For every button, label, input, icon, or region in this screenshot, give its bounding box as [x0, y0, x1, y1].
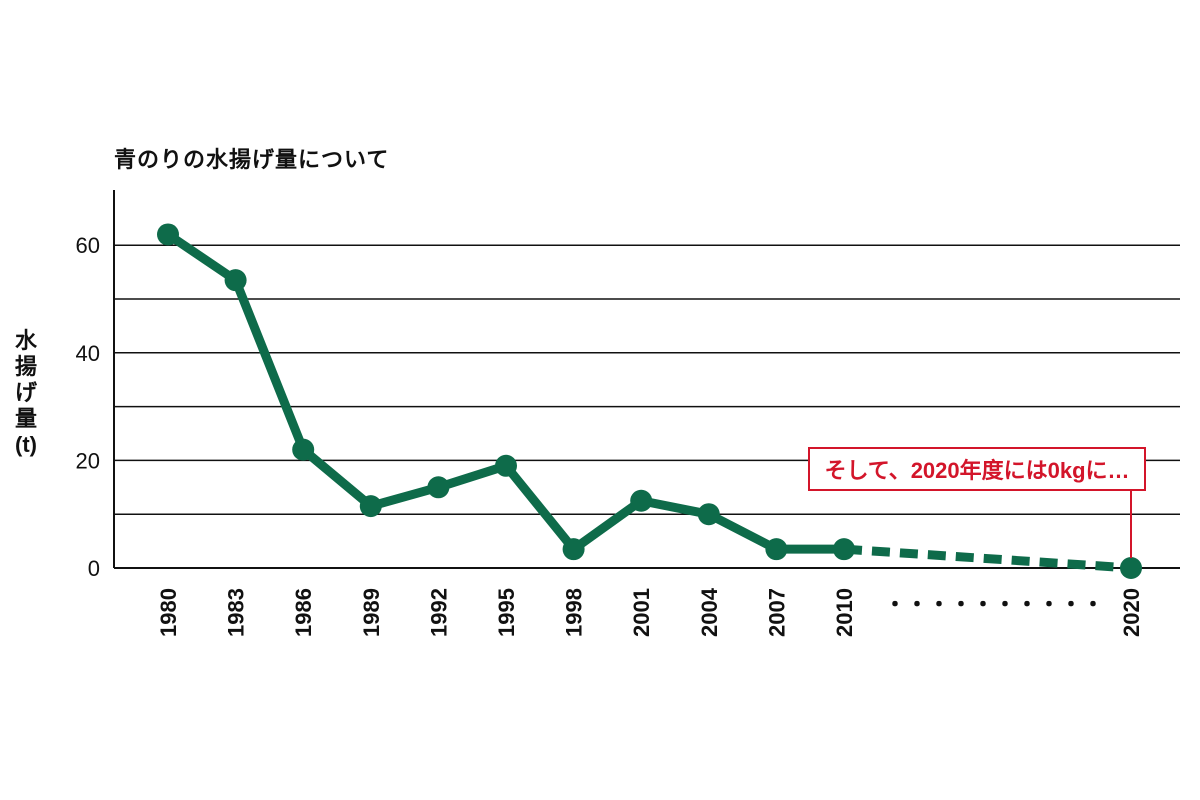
y-tick-label: 60: [76, 233, 100, 258]
x-tick-label: 2007: [764, 588, 789, 637]
x-tick-label: 2010: [832, 588, 857, 637]
series-line: [163, 229, 1132, 573]
data-point: [427, 476, 450, 499]
data-point: [562, 538, 585, 561]
y-tick-label: 20: [76, 448, 100, 473]
y-tick-labels: 0 20 40 60: [76, 233, 100, 581]
data-point: [1120, 557, 1142, 579]
data-point: [833, 538, 855, 561]
x-tick-label: 1980: [156, 588, 181, 637]
data-point: [697, 503, 720, 526]
x-tick-label: 1995: [494, 588, 519, 637]
x-tick-label: 1992: [426, 588, 451, 637]
x-tick-label: 2004: [697, 587, 722, 637]
y-axis-label: 水揚げ量(t): [14, 328, 37, 457]
x-tick-label: 2001: [629, 588, 654, 637]
x-tick-label: 2020: [1119, 588, 1144, 637]
y-tick-label: 0: [88, 556, 100, 581]
series-line-solid: [163, 229, 849, 554]
x-tick-label: 1989: [359, 588, 384, 637]
chart-title: 青のりの水揚げ量について: [114, 147, 390, 172]
data-point: [630, 489, 653, 512]
x-tick-label: 1986: [291, 588, 316, 637]
y-tick-label: 40: [76, 341, 100, 366]
data-point: [157, 223, 179, 246]
data-point: [359, 495, 382, 518]
data-point: [495, 454, 517, 477]
series-line-dashed: [843, 544, 1132, 573]
annotation-callout: そして、2020年度には0kgに…: [808, 447, 1146, 491]
axis-gap-dots: ・・・・・・・・・・: [884, 592, 1104, 617]
x-tick-label: 1983: [224, 588, 249, 637]
data-point: [292, 438, 315, 461]
series-points: [157, 223, 1142, 579]
x-tick-label: 1998: [562, 588, 587, 637]
data-point: [765, 538, 788, 561]
x-tick-labels: 1980 1983 1986 1989 1992 1995 1998 2001 2004 2007…: [156, 587, 1144, 637]
data-point: [224, 269, 247, 292]
